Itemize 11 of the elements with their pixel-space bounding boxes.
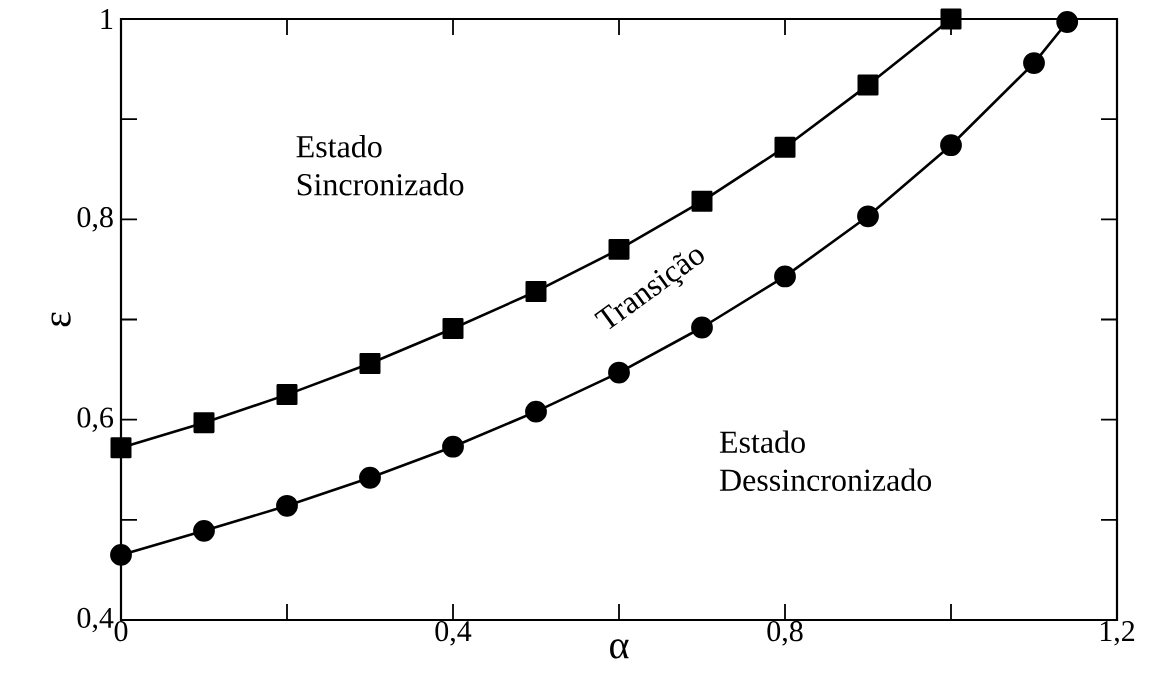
- x-tick-label: 0,4: [435, 621, 472, 646]
- x-tick-label: 0,8: [767, 621, 803, 646]
- x-axis-title: α: [610, 639, 629, 659]
- y-axis-title: ε: [51, 312, 71, 327]
- x-tick-label: 1,2: [1100, 621, 1135, 646]
- annotation: Estado Dessincronizado: [719, 430, 932, 491]
- y-tick-label: 0,6: [77, 407, 114, 432]
- annotation: Estado Sincronizado: [296, 134, 464, 196]
- x-tick-label: 0: [114, 621, 128, 642]
- y-tick-label: 1: [101, 9, 113, 29]
- y-tick-label: 0,8: [77, 207, 113, 232]
